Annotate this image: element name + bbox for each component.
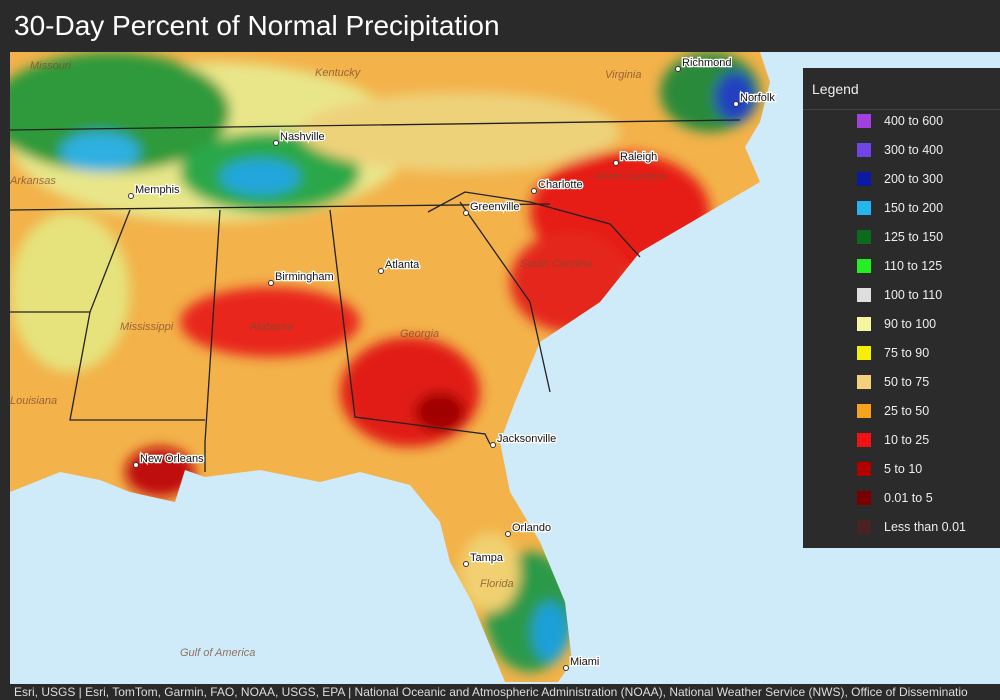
city-marker <box>378 268 384 274</box>
city-marker <box>505 531 511 537</box>
city-label: Atlanta <box>385 259 420 271</box>
legend-item: 0.01 to 5 <box>857 483 933 512</box>
city-label: New Orleans <box>140 453 204 465</box>
region-label: Mississippi <box>120 321 174 333</box>
legend-label: 125 to 150 <box>884 229 944 244</box>
city-marker <box>563 665 569 671</box>
legend-item: 90 to 100 <box>857 309 936 338</box>
legend-title: Legend <box>803 68 1000 110</box>
city-label: Greenville <box>470 201 520 213</box>
legend-swatch <box>857 171 871 186</box>
legend-label: 25 to 50 <box>884 403 930 418</box>
legend-label: 0.01 to 5 <box>884 490 933 505</box>
city-label: Richmond <box>682 57 732 69</box>
legend-swatch <box>857 403 871 418</box>
region-label: Gulf of America <box>180 647 255 659</box>
legend: Legend 400 to 600 300 to 400 200 to 300 150… <box>803 68 1000 548</box>
region-label: Kentucky <box>315 67 362 79</box>
city-marker <box>733 101 739 107</box>
legend-swatch <box>857 519 871 534</box>
legend-swatch <box>857 374 871 389</box>
legend-swatch <box>857 432 871 447</box>
legend-swatch <box>857 142 871 157</box>
region-label: Florida <box>480 578 514 590</box>
city-label: Nashville <box>280 131 325 143</box>
city-labels: Richmond Norfolk Nashville Memphis Raleigh Ch… <box>128 56 777 671</box>
legend-label: 150 to 200 <box>884 200 944 215</box>
legend-swatch <box>857 490 871 505</box>
region-labels: Virginia Kentucky Missouri Arkansas North Ca… <box>10 60 666 659</box>
region-label: Louisiana <box>10 395 57 407</box>
legend-item: 300 to 400 <box>857 135 943 164</box>
legend-swatch <box>857 113 871 128</box>
region-label: Alabama <box>249 321 293 333</box>
legend-label: 5 to 10 <box>884 461 923 476</box>
legend-swatch <box>857 316 871 331</box>
city-label: Jacksonville <box>497 433 556 445</box>
city-marker <box>268 280 274 286</box>
region-label: North Carolina <box>595 171 666 183</box>
legend-swatch <box>857 229 871 244</box>
region-label: South Carolina <box>520 258 593 270</box>
legend-item: 10 to 25 <box>857 425 929 454</box>
legend-label: Less than 0.01 <box>884 519 967 534</box>
legend-label: 400 to 600 <box>884 113 944 128</box>
legend-item: 25 to 50 <box>857 396 929 425</box>
legend-label: 75 to 90 <box>884 345 930 360</box>
legend-item: 150 to 200 <box>857 193 943 222</box>
city-marker <box>490 442 496 448</box>
region-label: Georgia <box>400 328 439 340</box>
legend-item: Less than 0.01 <box>857 512 966 541</box>
legend-label: 50 to 75 <box>884 374 930 389</box>
city-label: Raleigh <box>620 151 657 163</box>
legend-item: 200 to 300 <box>857 164 943 193</box>
city-label: Orlando <box>512 522 551 534</box>
legend-item: 50 to 75 <box>857 367 929 396</box>
city-marker <box>273 140 279 146</box>
region-label: Arkansas <box>10 175 56 187</box>
state-borders <box>10 119 741 472</box>
city-marker <box>463 561 469 567</box>
city-marker <box>133 462 139 468</box>
city-marker <box>463 210 469 216</box>
city-label: Norfolk <box>740 92 775 104</box>
legend-label: 300 to 400 <box>884 142 944 157</box>
city-marker <box>613 160 619 166</box>
legend-label: 110 to 125 <box>884 258 943 273</box>
legend-item: 100 to 110 <box>857 280 942 309</box>
city-label: Miami <box>570 656 599 668</box>
legend-item: 125 to 150 <box>857 222 943 251</box>
region-label: Virginia <box>605 69 642 81</box>
legend-item: 400 to 600 <box>857 106 943 135</box>
city-label: Memphis <box>135 184 180 196</box>
legend-label: 200 to 300 <box>884 171 944 186</box>
legend-label: 90 to 100 <box>884 316 937 331</box>
legend-swatch <box>857 461 871 476</box>
legend-item: 75 to 90 <box>857 338 929 367</box>
region-label: Missouri <box>30 60 72 72</box>
attribution: Esri, USGS | Esri, TomTom, Garmin, FAO, … <box>0 684 1000 700</box>
city-marker <box>675 66 681 72</box>
legend-swatch <box>857 258 871 273</box>
title: 30-Day Percent of Normal Precipitation <box>0 0 1000 52</box>
city-marker <box>128 193 134 199</box>
city-marker <box>531 188 537 194</box>
city-label: Tampa <box>470 552 504 564</box>
legend-item: 5 to 10 <box>857 454 922 483</box>
legend-swatch <box>857 287 871 302</box>
legend-item: 110 to 125 <box>857 251 942 280</box>
city-label: Charlotte <box>538 179 583 191</box>
legend-swatch <box>857 345 871 360</box>
legend-label: 100 to 110 <box>884 287 943 302</box>
city-label: Birmingham <box>275 271 334 283</box>
legend-swatch <box>857 200 871 215</box>
legend-label: 10 to 25 <box>884 432 930 447</box>
